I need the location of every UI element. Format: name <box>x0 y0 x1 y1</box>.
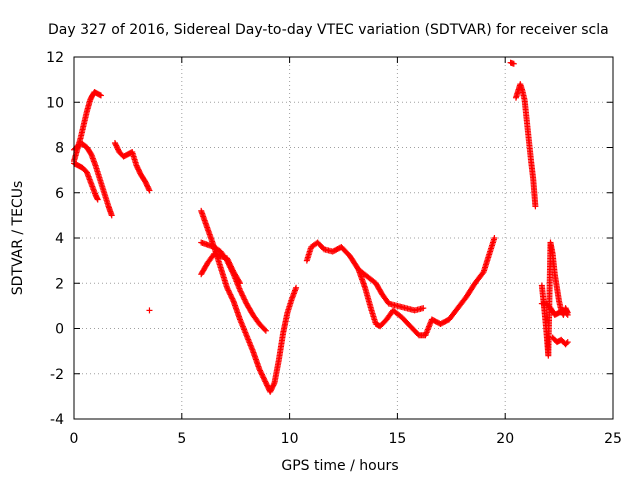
series-f <box>198 207 300 395</box>
x-tick-label: 5 <box>177 431 186 447</box>
data-point-marker <box>228 294 235 301</box>
y-tick-label: 10 <box>46 95 64 111</box>
data-point-marker <box>510 60 517 67</box>
series-e <box>146 307 153 314</box>
data-point-marker <box>260 374 267 381</box>
data-point-marker <box>224 286 231 293</box>
data-point-marker <box>260 375 267 382</box>
series-k <box>507 59 517 67</box>
data-point-marker <box>240 295 247 302</box>
chart-title: Day 327 of 2016, Sidereal Day-to-day VTE… <box>48 22 609 38</box>
data-point-marker <box>240 293 247 300</box>
y-tick-label: -2 <box>50 367 64 383</box>
x-tick-label: 15 <box>388 431 406 447</box>
data-point-marker <box>226 290 233 297</box>
data-point-marker <box>259 373 266 380</box>
x-tick-label: 20 <box>496 431 514 447</box>
data-point-marker <box>146 187 153 194</box>
data-point-marker <box>261 326 268 333</box>
data-point-marker <box>241 296 248 303</box>
data-point-marker <box>226 288 233 295</box>
data-point-marker <box>293 284 300 291</box>
data-point-marker <box>236 278 243 285</box>
series-b <box>71 141 115 219</box>
data-point-marker <box>420 305 427 312</box>
x-tick-label: 25 <box>604 431 622 447</box>
data-point-marker <box>228 264 235 271</box>
data-point-marker <box>237 280 244 287</box>
data-point-marker <box>262 327 269 334</box>
data-point-marker <box>97 92 104 99</box>
data-point-marker <box>227 292 234 299</box>
series-d <box>111 139 153 194</box>
data-point-marker <box>239 292 246 299</box>
data-point-marker <box>225 287 232 294</box>
data-point-marker <box>229 267 236 274</box>
data-point-marker <box>229 295 236 302</box>
y-tick-label: 12 <box>46 50 64 66</box>
series-o <box>549 334 571 348</box>
data-point-marker <box>532 203 539 210</box>
data-point-marker <box>108 212 115 219</box>
data-point-marker <box>237 288 244 295</box>
data-point-marker <box>256 366 263 373</box>
data-point-marker <box>261 377 268 384</box>
y-tick-label: 0 <box>55 322 64 338</box>
data-point-marker <box>226 259 233 266</box>
y-tick-label: 6 <box>55 186 64 202</box>
data-points <box>71 59 571 395</box>
data-point-marker <box>224 284 231 291</box>
data-point-marker <box>237 287 244 294</box>
data-point-marker <box>257 367 264 374</box>
data-point-marker <box>238 289 245 296</box>
y-tick-label: -4 <box>50 412 64 428</box>
y-tick-label: 8 <box>55 141 64 157</box>
data-point-marker <box>226 260 233 267</box>
data-point-marker <box>564 339 571 346</box>
x-tick-label: 0 <box>70 431 79 447</box>
series-m <box>538 239 571 359</box>
data-point-marker <box>258 370 265 377</box>
y-tick-label: 2 <box>55 276 64 292</box>
series-h <box>198 250 244 287</box>
series-a <box>71 89 104 165</box>
data-point-marker <box>146 307 153 314</box>
data-point-marker <box>229 296 236 303</box>
data-point-marker <box>227 291 234 298</box>
x-tick-label: 10 <box>281 431 299 447</box>
data-point-marker <box>257 368 264 375</box>
series-j <box>355 266 427 314</box>
data-point-marker <box>224 255 231 262</box>
y-axis-label: SDTVAR / TECUs <box>10 181 26 296</box>
series-i <box>303 235 498 339</box>
data-point-marker <box>238 291 245 298</box>
data-point-marker <box>491 235 498 241</box>
data-point-marker <box>145 186 152 193</box>
data-point-marker <box>242 299 249 306</box>
data-point-marker <box>259 371 266 378</box>
series-l <box>512 81 539 210</box>
data-point-marker <box>225 258 232 265</box>
data-point-marker <box>270 381 277 388</box>
data-point-marker <box>94 196 101 203</box>
x-axis-label: GPS time / hours <box>281 458 398 474</box>
data-point-marker <box>563 340 570 347</box>
data-point-marker <box>227 262 234 269</box>
y-tick-label: 4 <box>55 231 64 247</box>
data-point-marker <box>262 378 269 385</box>
plot-frame <box>73 56 614 420</box>
data-point-marker <box>227 263 234 270</box>
grid-lines <box>74 57 613 419</box>
data-point-marker <box>563 310 570 317</box>
data-point-marker <box>224 256 231 263</box>
data-point-marker <box>229 266 236 273</box>
series-n <box>538 300 571 318</box>
data-point-marker <box>564 311 571 318</box>
data-point-marker <box>242 297 249 304</box>
